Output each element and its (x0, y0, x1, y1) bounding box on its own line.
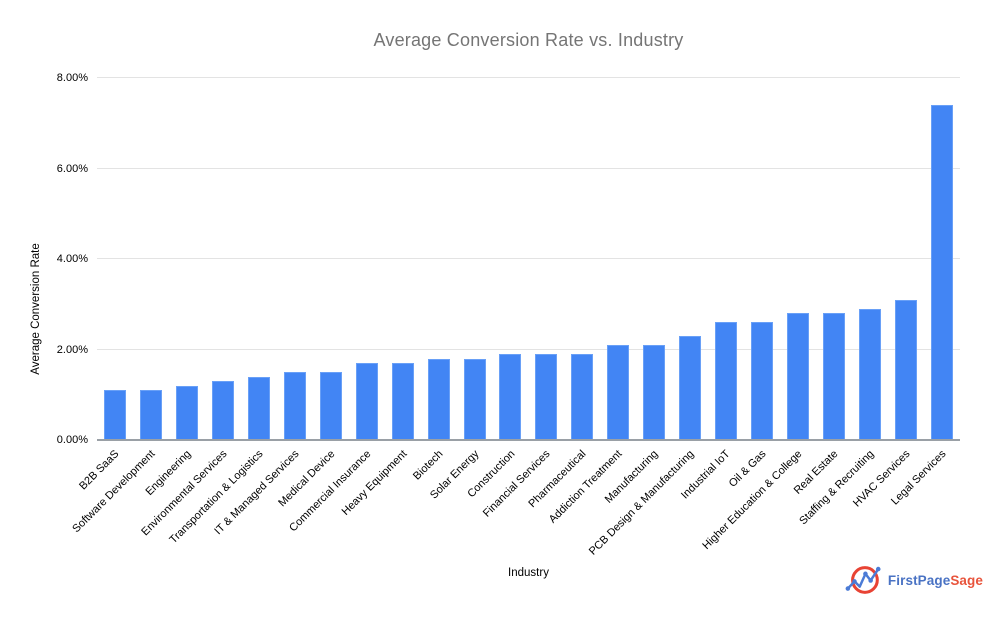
bar-slot (528, 78, 564, 440)
bar-slot (744, 78, 780, 440)
x-tick-label: PCB Design & Manufacturing (587, 448, 697, 558)
x-tick-label: IT & Managed Services (212, 448, 302, 538)
bar-slot (349, 78, 385, 440)
x-tick-label: Pharmaceutical (526, 448, 589, 511)
plot-area (97, 77, 960, 441)
x-tick-label: Oil & Gas (726, 448, 769, 490)
bar[interactable] (463, 358, 486, 440)
x-tick-label: Medical Device (275, 448, 338, 510)
bar[interactable] (283, 372, 306, 440)
bar-slot (133, 78, 169, 440)
gridline (97, 77, 960, 78)
bar[interactable] (571, 354, 594, 440)
bar[interactable] (679, 335, 702, 440)
x-tick-label: Environmental Services (139, 448, 230, 539)
x-axis-labels: B2B SaaS Software Development Engineering E… (70, 440, 960, 560)
bar[interactable] (858, 308, 881, 440)
x-tick-label: Software Development (70, 448, 158, 536)
bar[interactable] (355, 363, 378, 440)
bar-slot (492, 78, 528, 440)
bar-slot (313, 78, 349, 440)
bar[interactable] (247, 376, 270, 440)
gridline (97, 348, 960, 350)
bar[interactable] (715, 322, 738, 440)
x-tick-label: Biotech (410, 448, 446, 483)
y-tick-label: 2.00% (56, 343, 88, 356)
bar[interactable] (787, 313, 810, 440)
x-tick-label: Legal Services (888, 448, 949, 508)
firstpagesage-logo[interactable]: FirstPageSage (845, 561, 983, 599)
bar-slot (852, 78, 888, 440)
gridline (97, 167, 960, 169)
x-tick-label: Staffing & Recruiting (797, 448, 877, 528)
bar[interactable] (175, 385, 198, 440)
gridline (97, 258, 960, 259)
bar-slot (97, 78, 133, 440)
bar-slot (241, 78, 277, 440)
bar[interactable] (211, 381, 234, 440)
bar-slot (708, 78, 744, 440)
bar-slot (888, 78, 924, 440)
bar-slot (564, 78, 600, 440)
x-tick-label: Engineering (143, 448, 194, 499)
x-tick-label: Financial Services (481, 448, 553, 520)
x-axis-title: Industry (508, 567, 549, 579)
logo-text: FirstPageSage (888, 573, 983, 588)
bar[interactable] (427, 358, 450, 440)
bar-slot (385, 78, 421, 440)
logo-text-secondary: Sage (950, 572, 983, 588)
x-tick-label: Real Estate (791, 448, 841, 497)
bar[interactable] (499, 354, 522, 440)
bar-slot (421, 78, 457, 440)
bars-row (97, 78, 960, 440)
bar[interactable] (139, 390, 162, 440)
bar-slot (636, 78, 672, 440)
y-tick-label: 4.00% (56, 253, 88, 265)
bar[interactable] (103, 390, 126, 440)
bar[interactable] (643, 344, 666, 440)
x-tick-label: Commercial Insurance (286, 448, 374, 535)
chart-canvas: { "chart_data": { "type": "bar", "title"… (0, 30, 983, 599)
x-tick-label: B2B SaaS (77, 448, 122, 493)
logo-text-primary: FirstPage (887, 572, 951, 588)
y-tick-label: 8.00% (56, 72, 88, 84)
bar-slot (457, 78, 493, 440)
y-axis-ticks: 0.00% 2.00% 4.00% 6.00% 8.00% (0, 72, 88, 446)
chart-title: Average Conversion Rate vs. Industry (373, 30, 684, 50)
y-tick-label: 0.00% (56, 434, 88, 446)
bar-slot (277, 78, 313, 440)
bar[interactable] (930, 105, 953, 440)
x-tick-label: Transportation & Logistics (167, 448, 266, 547)
chart-container: Average Conversion Rate vs. Industry Ave… (0, 30, 983, 599)
x-tick-label: Heavy Equipment (339, 448, 410, 518)
bar-slot (816, 78, 852, 440)
bar[interactable] (319, 372, 342, 440)
bar[interactable] (894, 299, 917, 440)
y-tick-label: 6.00% (56, 162, 88, 175)
bar-slot (600, 78, 636, 440)
bar-slot (672, 78, 708, 440)
bar-slot (205, 78, 241, 440)
bar-slot (169, 78, 205, 440)
bar[interactable] (751, 322, 774, 440)
bar[interactable] (823, 313, 846, 440)
x-tick-label: Manufacturing (603, 448, 661, 506)
x-tick-label: Solar Energy (427, 448, 482, 502)
x-axis-line (97, 439, 960, 441)
bar-slot (924, 78, 960, 440)
x-tick-label: Construction (464, 448, 518, 501)
bar[interactable] (607, 344, 630, 440)
x-tick-label: Industrial IoT (679, 448, 733, 502)
x-tick-label: HVAC Services (851, 448, 913, 510)
firstpagesage-icon (845, 566, 881, 594)
bar[interactable] (535, 354, 558, 440)
x-tick-label: Addiction Treatment (547, 448, 625, 526)
bar[interactable] (391, 363, 414, 440)
x-tick-label: Higher Education & College (700, 448, 805, 553)
bar-slot (780, 78, 816, 440)
